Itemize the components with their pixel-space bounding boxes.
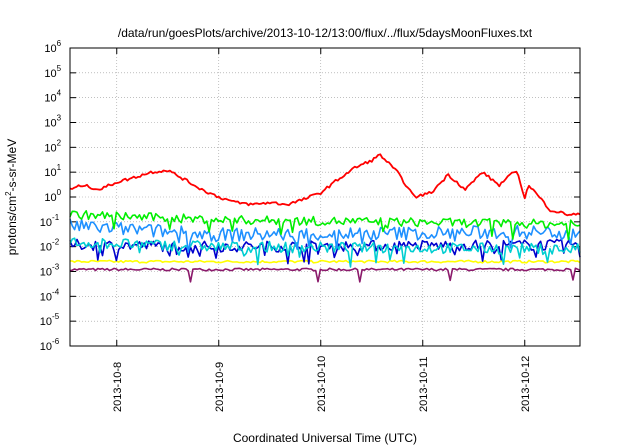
x-tick-labels: 2013-10-8 2013-10-9 2013-10-10 2013-10-11 20… bbox=[112, 356, 532, 412]
y-tick-exponent: -1 bbox=[52, 213, 60, 222]
y-tick-label: 104 bbox=[44, 89, 61, 105]
y-tick-base: 10 bbox=[40, 316, 52, 328]
x-tick-label: 2013-10-10 bbox=[316, 356, 328, 412]
series-line-1 bbox=[69, 210, 581, 241]
y-tick-exponent: 3 bbox=[57, 114, 62, 123]
x-tick-label: 2013-10-12 bbox=[520, 356, 532, 412]
y-tick-exponent: -5 bbox=[52, 312, 60, 321]
y-tick-label: 105 bbox=[44, 64, 61, 80]
y-axis-label: protons/cm2-s-sr-MeV bbox=[4, 139, 19, 255]
y-tick-label: 10-5 bbox=[40, 312, 60, 328]
y-tick-label: 103 bbox=[44, 114, 61, 130]
y-tick-exponent: 1 bbox=[57, 163, 62, 172]
y-tick-exponent: -2 bbox=[52, 238, 60, 247]
y-tick-label: 10-3 bbox=[40, 263, 60, 279]
y-tick-label: 100 bbox=[44, 188, 61, 204]
grid-lines bbox=[70, 47, 580, 347]
y-tick-base: 10 bbox=[40, 291, 52, 303]
y-tick-exponent: 6 bbox=[57, 39, 62, 48]
series-line-4 bbox=[69, 238, 581, 265]
y-tick-exponent: 0 bbox=[57, 188, 62, 197]
y-tick-labels: 10-610-510-410-310-210-11001011021031041… bbox=[40, 39, 62, 353]
y-tick-exponent: -4 bbox=[52, 287, 60, 296]
x-axis-label: Coordinated Universal Time (UTC) bbox=[233, 431, 417, 445]
series-layer bbox=[69, 153, 581, 283]
y-tick-base: 10 bbox=[40, 242, 52, 254]
y-tick-base: 10 bbox=[40, 341, 52, 353]
y-tick-base: 10 bbox=[40, 267, 52, 279]
y-tick-label: 10-2 bbox=[40, 238, 60, 254]
series-line-5 bbox=[70, 259, 581, 264]
y-tick-label: 106 bbox=[44, 39, 61, 55]
x-tick-label: 2013-10-8 bbox=[112, 362, 124, 412]
series-line-6 bbox=[69, 267, 581, 283]
y-tick-exponent: -6 bbox=[52, 337, 60, 346]
y-tick-exponent: 5 bbox=[57, 64, 62, 73]
y-tick-base: 10 bbox=[44, 142, 56, 154]
x-tick-label: 2013-10-11 bbox=[418, 357, 430, 412]
y-tick-exponent: -3 bbox=[52, 263, 60, 272]
y-tick-label: 101 bbox=[44, 163, 61, 179]
y-tick-label: 10-6 bbox=[40, 337, 60, 353]
y-axis-label-suffix: -s-sr-MeV bbox=[5, 139, 19, 192]
y-tick-exponent: 4 bbox=[57, 89, 62, 98]
y-tick-base: 10 bbox=[44, 192, 56, 204]
y-axis-label-exponent: 2 bbox=[4, 191, 13, 196]
plot-frame bbox=[69, 47, 581, 347]
series-line-3 bbox=[69, 237, 581, 268]
y-tick-base: 10 bbox=[44, 68, 56, 80]
chart-title: /data/run/goesPlots/archive/2013-10-12/1… bbox=[118, 26, 533, 40]
y-tick-base: 10 bbox=[44, 167, 56, 179]
y-tick-base: 10 bbox=[40, 217, 52, 229]
y-tick-label: 10-4 bbox=[40, 287, 60, 303]
y-tick-label: 102 bbox=[44, 138, 61, 154]
y-tick-base: 10 bbox=[44, 118, 56, 130]
series-line-0 bbox=[69, 153, 581, 217]
y-tick-base: 10 bbox=[44, 93, 56, 105]
y-tick-label: 10-1 bbox=[40, 213, 60, 229]
y-tick-base: 10 bbox=[44, 43, 56, 55]
x-tick-label: 2013-10-9 bbox=[214, 362, 226, 412]
y-axis-label-prefix: protons/cm bbox=[5, 196, 19, 255]
y-tick-exponent: 2 bbox=[57, 138, 62, 147]
series-line-2 bbox=[69, 218, 581, 253]
